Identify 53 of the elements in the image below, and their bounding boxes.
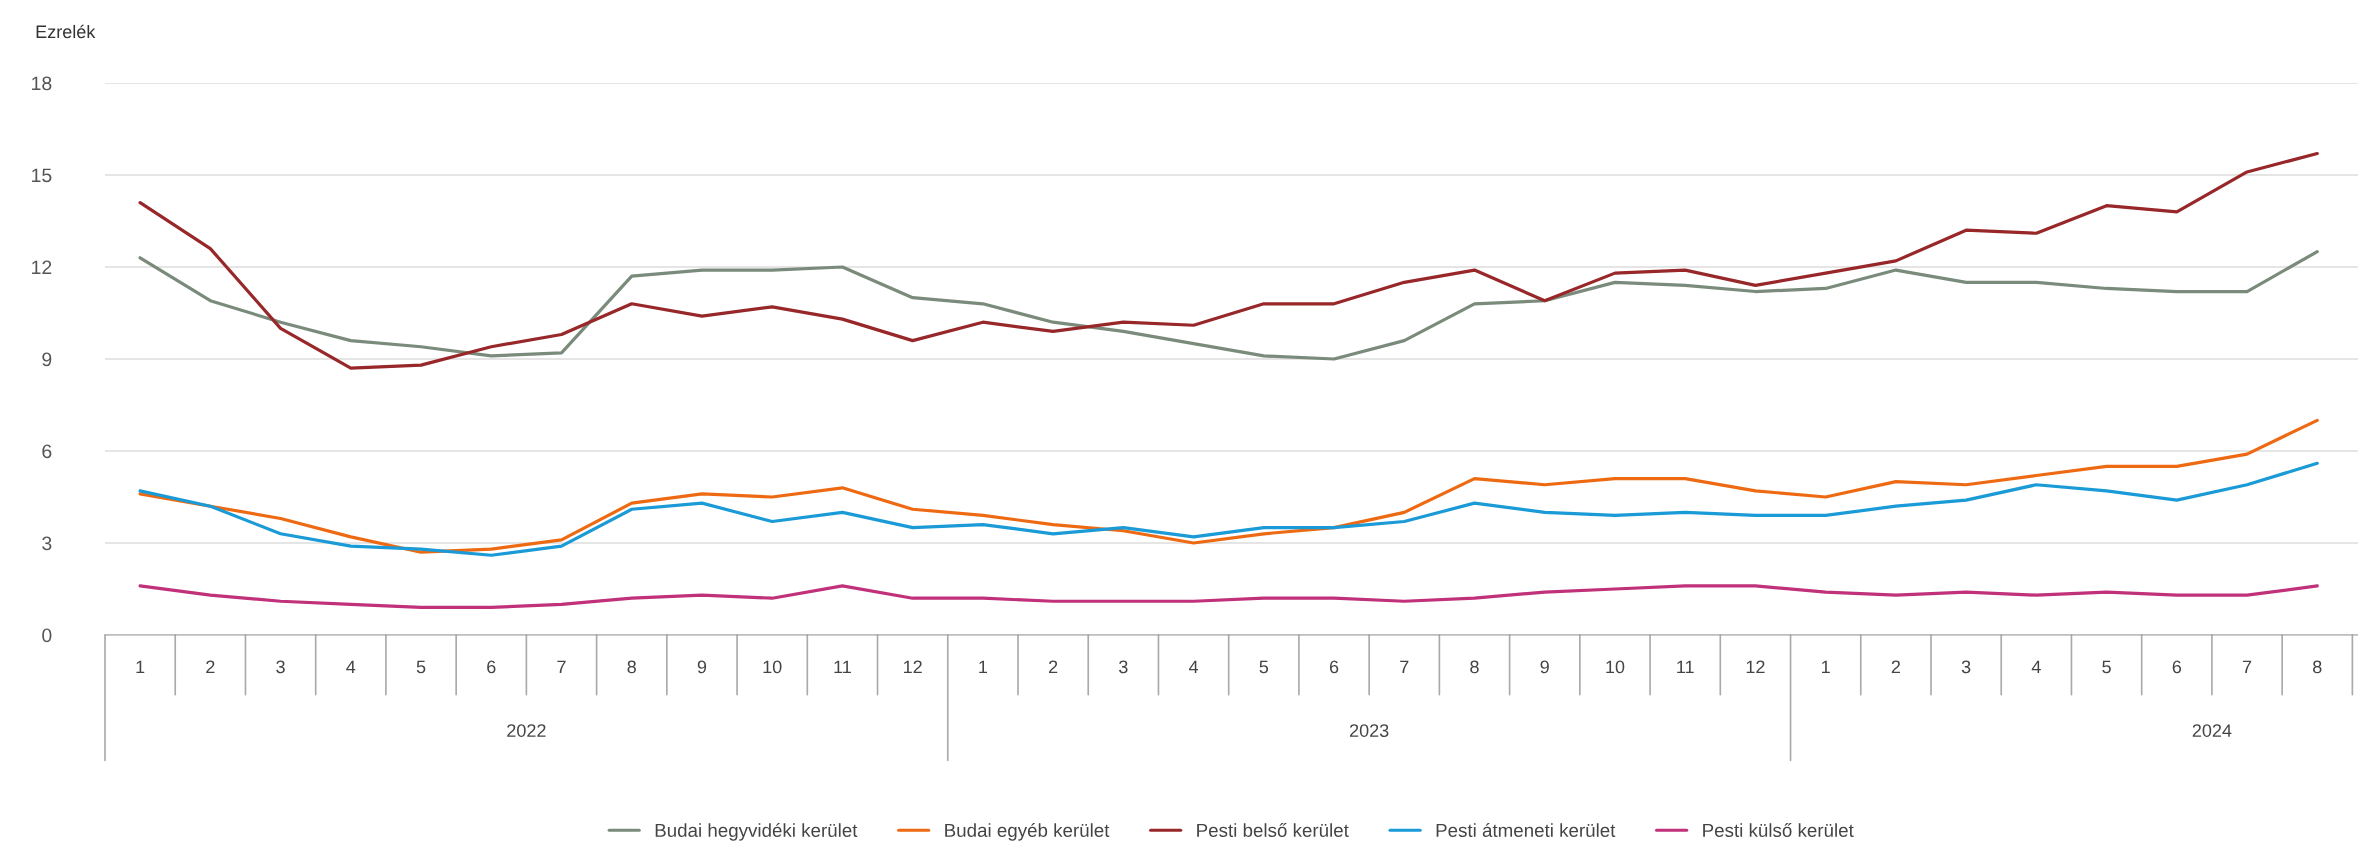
line-series	[138, 461, 2319, 557]
text: 2024	[2192, 724, 2232, 737]
legend-label: Pesti külső kerület	[1703, 822, 1854, 837]
x-tick-label: 4	[1188, 660, 1199, 674]
text: 2022	[507, 724, 546, 737]
x-tick-label: 8	[2313, 660, 2322, 674]
x-tick-label: 9	[697, 660, 707, 674]
x-tick-label: 2	[206, 660, 215, 674]
x-tick-label: 3	[276, 660, 285, 674]
x-tick-label: 1	[979, 660, 988, 674]
x-tick-label: 5	[1259, 660, 1269, 674]
legend-label: Budai hegyvidéki kerület	[655, 822, 858, 841]
line-series	[138, 584, 2319, 609]
x-tick-label: 6	[487, 660, 496, 674]
legend-label: Pesti belső kerület	[1197, 822, 1349, 837]
x-tick-label: 2	[1891, 660, 1900, 674]
y-tick-label: 15	[32, 168, 52, 183]
x-tick-label: 8	[627, 660, 636, 674]
y-tick-label: 0	[42, 628, 52, 643]
x-tick-label: 11	[834, 660, 851, 674]
x-tick-label: 12	[903, 660, 922, 674]
x-tick-label: 4	[2031, 660, 2041, 674]
x-tick-label: 4	[346, 660, 356, 674]
x-tick-label: 1	[1822, 660, 1830, 674]
line-series	[138, 151, 2319, 370]
x-tick-label: 3	[1961, 660, 1971, 674]
y-tick-label: 3	[42, 536, 52, 551]
legend-label: Budai egyéb kerület	[945, 822, 1110, 841]
x-tick-label: 1	[136, 660, 145, 674]
x-tick-label: 6	[1329, 660, 1339, 674]
x-tick-label: 5	[2102, 660, 2111, 674]
x-tick-label: 3	[1119, 660, 1128, 674]
y-axis-title: Ezrelék	[36, 24, 96, 39]
x-tick-label: 9	[1540, 660, 1549, 674]
x-tick-label: 7	[557, 660, 566, 674]
x-tick-label: 5	[416, 660, 426, 674]
line-series	[138, 418, 2319, 554]
y-tick-label: 12	[32, 260, 52, 275]
y-tick-label: 9	[42, 352, 52, 367]
text: 2023	[1349, 724, 1389, 737]
x-tick-label: 10	[1606, 660, 1625, 674]
x-tick-label: 6	[2172, 660, 2182, 674]
x-tick-label: 11	[1677, 660, 1694, 674]
x-tick-label: 10	[763, 660, 782, 674]
x-tick-label: 2	[1049, 660, 1058, 674]
x-tick-label: 12	[1746, 660, 1765, 674]
x-tick-label: 8	[1470, 660, 1479, 674]
legend-label: Pesti átmeneti kerület	[1436, 822, 1616, 837]
x-tick-label: 7	[1400, 660, 1409, 674]
line-series	[138, 250, 2319, 361]
y-tick-label: 18	[32, 76, 52, 91]
y-tick-label: 6	[42, 444, 52, 459]
x-tick-label: 7	[2242, 660, 2252, 674]
